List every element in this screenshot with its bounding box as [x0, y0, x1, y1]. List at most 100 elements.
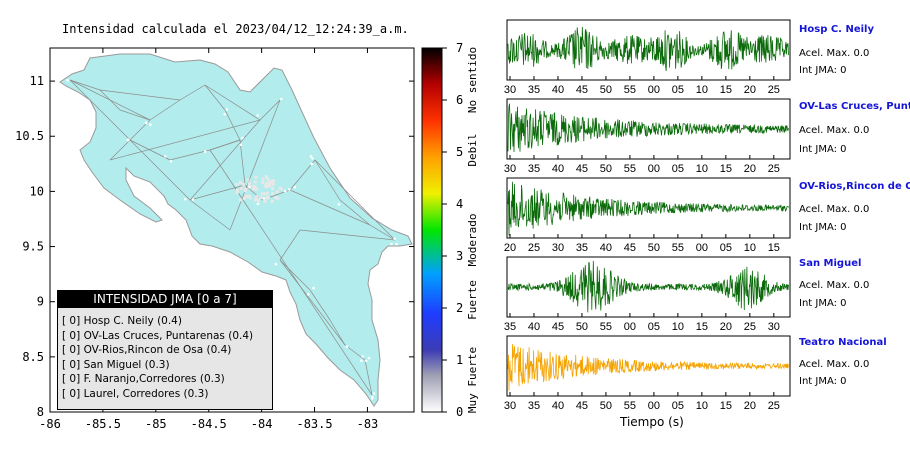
time-tick-label: 40 — [552, 163, 564, 175]
station-int: Int JMA: 0 — [799, 298, 847, 309]
time-tick-label: 10 — [696, 400, 708, 412]
time-tick-label: 50 — [600, 400, 612, 412]
time-tick-label: 25 — [744, 321, 756, 333]
road-network — [69, 79, 396, 396]
time-tick-label: 40 — [600, 242, 612, 254]
station-int: Int JMA: 0 — [799, 65, 847, 76]
x-tick-label: -83.5 — [296, 417, 332, 431]
intensity-legend: INTENSIDAD JMA [0 a 7] [ 0] Hosp C. Neil… — [57, 290, 273, 410]
legend-station: Laurel, Corredores (0.3) — [83, 387, 209, 400]
time-tick-label: 30 — [552, 242, 564, 254]
legend-level: [ 0] — [62, 315, 81, 327]
time-tick-label: 25 — [768, 163, 780, 175]
time-tick-label: 20 — [744, 84, 756, 96]
station-int: Int JMA: 0 — [799, 376, 847, 387]
time-tick-label: 15 — [720, 400, 732, 412]
time-tick-label: 35 — [528, 84, 540, 96]
waveform — [507, 103, 789, 153]
time-tick-label: 35 — [504, 321, 516, 333]
time-tick-label: 40 — [552, 400, 564, 412]
x-tick-label: -86 — [39, 417, 61, 431]
time-tick-label: 30 — [504, 163, 516, 175]
x-tick-label: -84.5 — [191, 417, 227, 431]
station-name: Teatro Nacional — [799, 337, 887, 348]
time-tick-label: 05 — [648, 321, 660, 333]
legend-station: F. Naranjo,Corredores (0.3) — [83, 373, 225, 385]
time-axis-label: Tiempo (s) — [620, 415, 684, 429]
time-tick-label: 55 — [624, 84, 636, 96]
time-tick-label: 20 — [744, 400, 756, 412]
legend-row: [ 0] San Miguel (0.3) — [58, 358, 272, 373]
y-tick-label: 10.5 — [15, 129, 44, 143]
time-tick-label: 55 — [600, 321, 612, 333]
station-acel: Acel. Max. 0.0 — [799, 48, 870, 59]
legend-header: INTENSIDAD JMA [0 a 7] — [58, 291, 272, 308]
legend-row: [ 0] OV-Rios,Rincon de Osa (0.4) — [58, 343, 272, 358]
x-tick-label: -85 — [145, 417, 167, 431]
time-tick-label: 35 — [576, 242, 588, 254]
time-tick-label: 15 — [720, 84, 732, 96]
legend-level: [ 0] — [62, 344, 81, 356]
colorbar-tick-label: 7 — [456, 41, 463, 55]
time-tick-label: 45 — [552, 321, 564, 333]
time-tick-label: 00 — [648, 84, 660, 96]
x-tick-label: -85.5 — [85, 417, 121, 431]
y-tick-label: 9.5 — [22, 240, 44, 254]
colorbar-tick-label: 1 — [456, 353, 463, 367]
legend-level: [ 0] — [62, 373, 81, 385]
colorbar-tick-label: 3 — [456, 249, 463, 263]
time-tick-label: 40 — [528, 321, 540, 333]
colorbar-category-label: Fuerte — [466, 280, 479, 320]
legend-station: OV-Las Cruces, Puntarenas (0.4) — [83, 329, 254, 342]
station-int: Int JMA: 0 — [799, 144, 847, 155]
time-tick-label: 50 — [600, 163, 612, 175]
time-tick-label: 10 — [744, 242, 756, 254]
x-tick-label: -84 — [251, 417, 273, 431]
legend-row: [ 0] F. Naranjo,Corredores (0.3) — [58, 372, 272, 387]
colorbar-tick-label: 5 — [456, 145, 463, 159]
time-tick-label: 05 — [672, 400, 684, 412]
time-tick-label: 50 — [576, 321, 588, 333]
time-tick-label: 55 — [624, 400, 636, 412]
station-acel: Acel. Max. 0.0 — [799, 280, 870, 291]
map-title: Intensidad calculada el 2023/04/12_12:24… — [62, 22, 409, 36]
y-tick-label: 8.5 — [22, 350, 44, 364]
colorbar-tick-label: 4 — [456, 197, 463, 211]
station-acel: Acel. Max. 0.0 — [799, 204, 870, 215]
time-tick-label: 30 — [504, 400, 516, 412]
time-tick-label: 10 — [696, 163, 708, 175]
colorbar-tick-label: 0 — [456, 405, 463, 419]
time-tick-label: 20 — [504, 242, 516, 254]
station-acel: Acel. Max. 0.0 — [799, 359, 870, 370]
waveform — [507, 260, 789, 313]
x-tick-label: -83 — [357, 417, 379, 431]
time-tick-label: 00 — [648, 163, 660, 175]
legend-level: [ 0] — [62, 387, 81, 400]
time-tick-label: 45 — [576, 400, 588, 412]
waveform — [507, 181, 789, 236]
y-tick-label: 10 — [30, 184, 44, 198]
y-tick-label: 11 — [30, 74, 44, 88]
station-name: OV-Rios,Rincon de Osa — [799, 181, 910, 192]
time-tick-label: 50 — [600, 84, 612, 96]
station-name: San Miguel — [799, 258, 862, 269]
station-acel: Acel. Max. 0.0 — [799, 125, 870, 136]
time-tick-label: 00 — [648, 400, 660, 412]
time-tick-label: 15 — [768, 242, 780, 254]
time-tick-label: 40 — [552, 84, 564, 96]
y-tick-label: 8 — [37, 405, 44, 419]
legend-row: [ 0] OV-Las Cruces, Puntarenas (0.4) — [58, 329, 272, 344]
time-tick-label: 45 — [624, 242, 636, 254]
colorbar-category-label: Debil — [466, 133, 479, 166]
time-tick-label: 30 — [504, 84, 516, 96]
town-markers — [66, 78, 398, 400]
time-tick-label: 05 — [672, 163, 684, 175]
time-tick-label: 30 — [768, 321, 780, 333]
legend-level: [ 0] — [62, 329, 81, 342]
time-tick-label: 10 — [672, 321, 684, 333]
legend-row: [ 0] Hosp C. Neily (0.4) — [58, 314, 272, 329]
colorbar-category-label: Muy Fuerte — [466, 347, 479, 413]
time-tick-label: 55 — [624, 163, 636, 175]
time-tick-label: 50 — [648, 242, 660, 254]
